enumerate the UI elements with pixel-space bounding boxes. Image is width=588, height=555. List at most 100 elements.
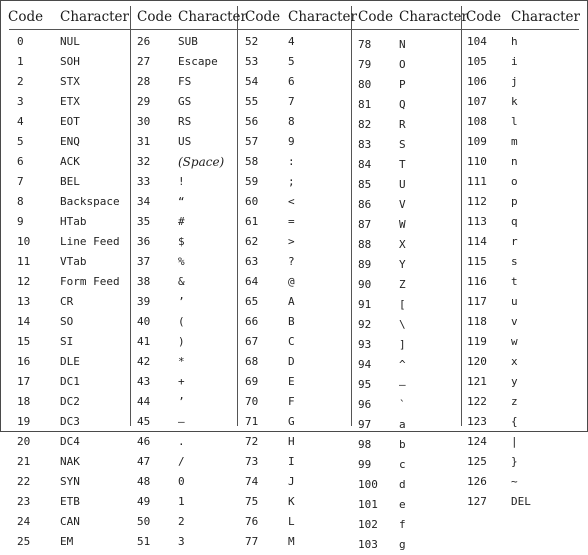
- code-cell: 122: [467, 395, 487, 408]
- code-cell: 60: [245, 195, 259, 208]
- character-cell: E: [288, 375, 295, 388]
- code-cell: 70: [245, 395, 259, 408]
- character-cell: 9: [288, 135, 295, 148]
- character-cell: +: [178, 375, 185, 388]
- code-cell: 93: [358, 338, 372, 351]
- character-cell: j: [511, 75, 518, 88]
- character-cell: DC1: [60, 375, 80, 388]
- code-cell: 117: [467, 295, 487, 308]
- character-cell: ~: [511, 475, 518, 488]
- character-cell: –: [178, 415, 185, 428]
- character-cell: %: [178, 255, 185, 268]
- code-cell: 116: [467, 275, 487, 288]
- character-cell: —: [399, 378, 406, 391]
- code-cell: 34: [137, 195, 151, 208]
- character-cell: z: [511, 395, 518, 408]
- code-cell: 59: [245, 175, 259, 188]
- header-character-1: Character: [60, 9, 130, 25]
- code-cell: 16: [17, 355, 31, 368]
- character-cell: i: [511, 55, 518, 68]
- character-cell: VTab: [60, 255, 87, 268]
- code-cell: 67: [245, 335, 259, 348]
- code-cell: 77: [245, 535, 259, 548]
- character-cell: RS: [178, 115, 192, 128]
- character-cell: ENQ: [60, 135, 80, 148]
- character-cell: V: [399, 198, 406, 211]
- character-cell: “: [178, 195, 185, 208]
- column-divider: [130, 6, 131, 426]
- code-cell: 85: [358, 178, 372, 191]
- character-cell: FS: [178, 75, 192, 88]
- code-cell: 119: [467, 335, 487, 348]
- character-cell: DEL: [511, 495, 531, 508]
- code-cell: 55: [245, 95, 259, 108]
- code-cell: 95: [358, 378, 372, 391]
- header-rule: [9, 29, 579, 30]
- character-cell: SI: [60, 335, 74, 348]
- code-cell: 2: [17, 75, 24, 88]
- character-cell: Backspace: [60, 195, 120, 208]
- code-cell: 45: [137, 415, 151, 428]
- code-cell: 118: [467, 315, 487, 328]
- character-cell: g: [399, 538, 406, 551]
- character-cell: Line Feed: [60, 235, 120, 248]
- character-cell: K: [288, 495, 295, 508]
- character-cell: CAN: [60, 515, 80, 528]
- character-cell: I: [288, 455, 295, 468]
- character-cell: x: [511, 355, 518, 368]
- code-cell: 112: [467, 195, 487, 208]
- character-cell: NUL: [60, 35, 80, 48]
- character-cell: L: [288, 515, 295, 528]
- character-cell: CR: [60, 295, 74, 308]
- character-cell: |: [511, 435, 518, 448]
- character-cell: ): [178, 335, 185, 348]
- code-cell: 57: [245, 135, 259, 148]
- code-cell: 32: [137, 155, 151, 168]
- character-cell: *: [178, 355, 185, 368]
- character-cell: l: [511, 115, 518, 128]
- character-cell: a: [399, 418, 406, 431]
- code-cell: 10: [17, 235, 31, 248]
- code-cell: 43: [137, 375, 151, 388]
- character-cell: 5: [288, 55, 295, 68]
- character-cell: /: [178, 455, 185, 468]
- character-cell: }: [511, 455, 518, 468]
- character-cell: 6: [288, 75, 295, 88]
- character-cell: B: [288, 315, 295, 328]
- code-cell: 28: [137, 75, 151, 88]
- character-cell: SYN: [60, 475, 80, 488]
- character-cell: M: [288, 535, 295, 548]
- code-cell: 106: [467, 75, 487, 88]
- header-character-4: Character: [399, 9, 469, 25]
- code-cell: 74: [245, 475, 259, 488]
- character-cell: Y: [399, 258, 406, 271]
- character-cell: h: [511, 35, 518, 48]
- character-cell: :: [288, 155, 295, 168]
- character-cell: GS: [178, 95, 192, 108]
- character-cell: t: [511, 275, 518, 288]
- code-cell: 4: [17, 115, 24, 128]
- character-cell: U: [399, 178, 406, 191]
- code-cell: 96: [358, 398, 372, 411]
- code-cell: 24: [17, 515, 31, 528]
- character-cell: u: [511, 295, 518, 308]
- character-cell: A: [288, 295, 295, 308]
- code-cell: 0: [17, 35, 24, 48]
- character-cell: !: [178, 175, 185, 188]
- code-cell: 65: [245, 295, 259, 308]
- code-cell: 64: [245, 275, 259, 288]
- character-cell: SOH: [60, 55, 80, 68]
- character-cell: @: [288, 275, 295, 288]
- character-cell: US: [178, 135, 192, 148]
- code-cell: 97: [358, 418, 372, 431]
- character-cell: >: [288, 235, 295, 248]
- code-cell: 109: [467, 135, 487, 148]
- character-cell: T: [399, 158, 406, 171]
- header-code-3: Code: [245, 9, 281, 25]
- code-cell: 29: [137, 95, 151, 108]
- character-cell: (Space): [178, 155, 225, 169]
- character-cell: ETB: [60, 495, 80, 508]
- character-cell: f: [399, 518, 406, 531]
- code-cell: 58: [245, 155, 259, 168]
